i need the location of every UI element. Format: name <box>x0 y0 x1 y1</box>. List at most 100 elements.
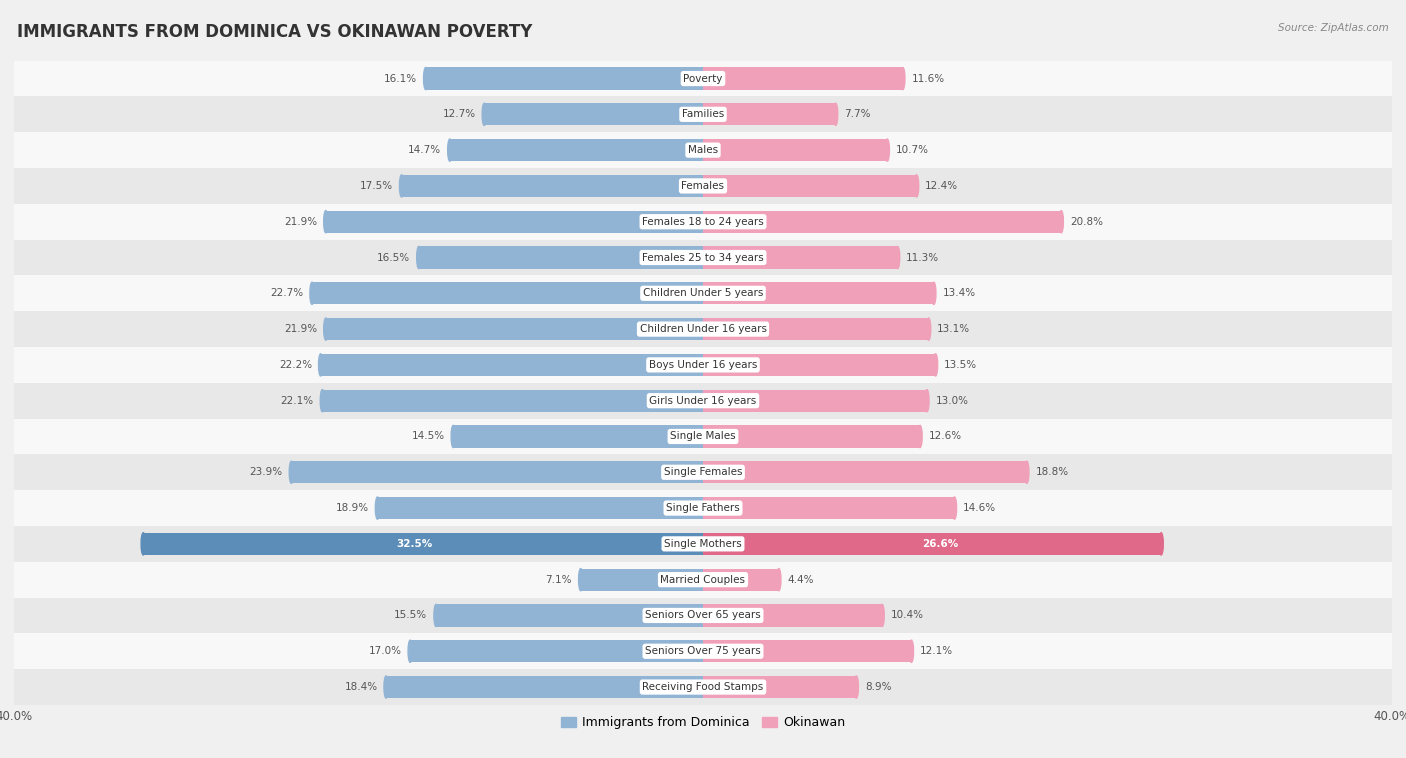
Bar <box>703 425 920 447</box>
Ellipse shape <box>910 641 914 662</box>
Text: 21.9%: 21.9% <box>284 324 318 334</box>
Text: 14.6%: 14.6% <box>963 503 997 513</box>
Text: IMMIGRANTS FROM DOMINICA VS OKINAWAN POVERTY: IMMIGRANTS FROM DOMINICA VS OKINAWAN POV… <box>17 23 533 41</box>
Ellipse shape <box>1025 461 1029 484</box>
Text: 18.9%: 18.9% <box>336 503 368 513</box>
Bar <box>14 96 1392 132</box>
Text: 21.9%: 21.9% <box>284 217 318 227</box>
Text: 22.7%: 22.7% <box>270 288 304 299</box>
Ellipse shape <box>416 246 420 268</box>
Bar <box>14 418 1392 454</box>
Text: Females 25 to 34 years: Females 25 to 34 years <box>643 252 763 262</box>
Text: Single Males: Single Males <box>671 431 735 441</box>
Bar <box>14 383 1392 418</box>
Text: Girls Under 16 years: Girls Under 16 years <box>650 396 756 406</box>
Bar <box>326 318 703 340</box>
Ellipse shape <box>323 318 328 340</box>
Bar <box>484 103 703 125</box>
Text: Males: Males <box>688 145 718 155</box>
Ellipse shape <box>423 67 427 89</box>
Text: 18.8%: 18.8% <box>1035 467 1069 478</box>
Text: Poverty: Poverty <box>683 74 723 83</box>
Ellipse shape <box>309 282 314 305</box>
Bar <box>312 282 703 305</box>
Bar <box>411 641 703 662</box>
Text: 14.7%: 14.7% <box>408 145 441 155</box>
Text: 18.4%: 18.4% <box>344 682 377 692</box>
Text: 13.5%: 13.5% <box>945 360 977 370</box>
Text: 32.5%: 32.5% <box>396 539 433 549</box>
Bar <box>703 641 911 662</box>
Text: Children Under 16 years: Children Under 16 years <box>640 324 766 334</box>
Bar <box>143 533 703 555</box>
Bar <box>14 454 1392 490</box>
Bar <box>436 604 703 627</box>
Ellipse shape <box>896 246 900 268</box>
Bar <box>703 604 882 627</box>
Text: 12.7%: 12.7% <box>443 109 475 119</box>
Text: Families: Families <box>682 109 724 119</box>
Text: Receiving Food Stamps: Receiving Food Stamps <box>643 682 763 692</box>
Text: 13.0%: 13.0% <box>935 396 969 406</box>
Ellipse shape <box>434 604 439 627</box>
Bar <box>453 425 703 447</box>
Bar <box>450 139 703 161</box>
Ellipse shape <box>579 568 583 590</box>
Bar <box>326 211 703 233</box>
Ellipse shape <box>934 354 938 376</box>
Text: 15.5%: 15.5% <box>394 610 427 621</box>
Bar <box>703 175 917 197</box>
Bar <box>703 211 1062 233</box>
Bar <box>703 533 1161 555</box>
Ellipse shape <box>886 139 890 161</box>
Ellipse shape <box>321 390 325 412</box>
Bar <box>14 597 1392 634</box>
Text: Single Fathers: Single Fathers <box>666 503 740 513</box>
Bar <box>14 204 1392 240</box>
Text: 13.4%: 13.4% <box>942 288 976 299</box>
Bar <box>377 497 703 519</box>
Text: 17.0%: 17.0% <box>368 647 402 656</box>
Bar <box>703 497 955 519</box>
Ellipse shape <box>834 103 838 125</box>
Text: 12.4%: 12.4% <box>925 181 959 191</box>
Ellipse shape <box>901 67 905 89</box>
Text: Single Mothers: Single Mothers <box>664 539 742 549</box>
Ellipse shape <box>914 175 918 197</box>
Ellipse shape <box>323 211 328 233</box>
Ellipse shape <box>408 641 412 662</box>
Bar <box>581 568 703 590</box>
Text: 20.8%: 20.8% <box>1070 217 1102 227</box>
Text: 11.3%: 11.3% <box>907 252 939 262</box>
Ellipse shape <box>375 497 380 519</box>
Bar <box>426 67 703 89</box>
Ellipse shape <box>855 676 859 698</box>
Bar <box>387 676 703 698</box>
Text: 16.5%: 16.5% <box>377 252 411 262</box>
Bar <box>703 354 935 376</box>
Bar <box>14 312 1392 347</box>
Bar <box>321 354 703 376</box>
Bar <box>14 347 1392 383</box>
Text: 12.1%: 12.1% <box>920 647 953 656</box>
Bar <box>14 634 1392 669</box>
Text: 17.5%: 17.5% <box>360 181 392 191</box>
Text: Children Under 5 years: Children Under 5 years <box>643 288 763 299</box>
Bar <box>14 61 1392 96</box>
Legend: Immigrants from Dominica, Okinawan: Immigrants from Dominica, Okinawan <box>555 711 851 735</box>
Bar <box>703 390 927 412</box>
Ellipse shape <box>319 354 323 376</box>
Ellipse shape <box>1159 533 1163 555</box>
Text: 10.4%: 10.4% <box>891 610 924 621</box>
Bar <box>402 175 703 197</box>
Bar <box>703 676 856 698</box>
Ellipse shape <box>447 139 451 161</box>
Text: Females 18 to 24 years: Females 18 to 24 years <box>643 217 763 227</box>
Text: Seniors Over 65 years: Seniors Over 65 years <box>645 610 761 621</box>
Text: Boys Under 16 years: Boys Under 16 years <box>648 360 758 370</box>
Text: Single Females: Single Females <box>664 467 742 478</box>
Text: 7.1%: 7.1% <box>546 575 572 584</box>
Text: 11.6%: 11.6% <box>911 74 945 83</box>
Bar <box>703 568 779 590</box>
Text: 8.9%: 8.9% <box>865 682 891 692</box>
